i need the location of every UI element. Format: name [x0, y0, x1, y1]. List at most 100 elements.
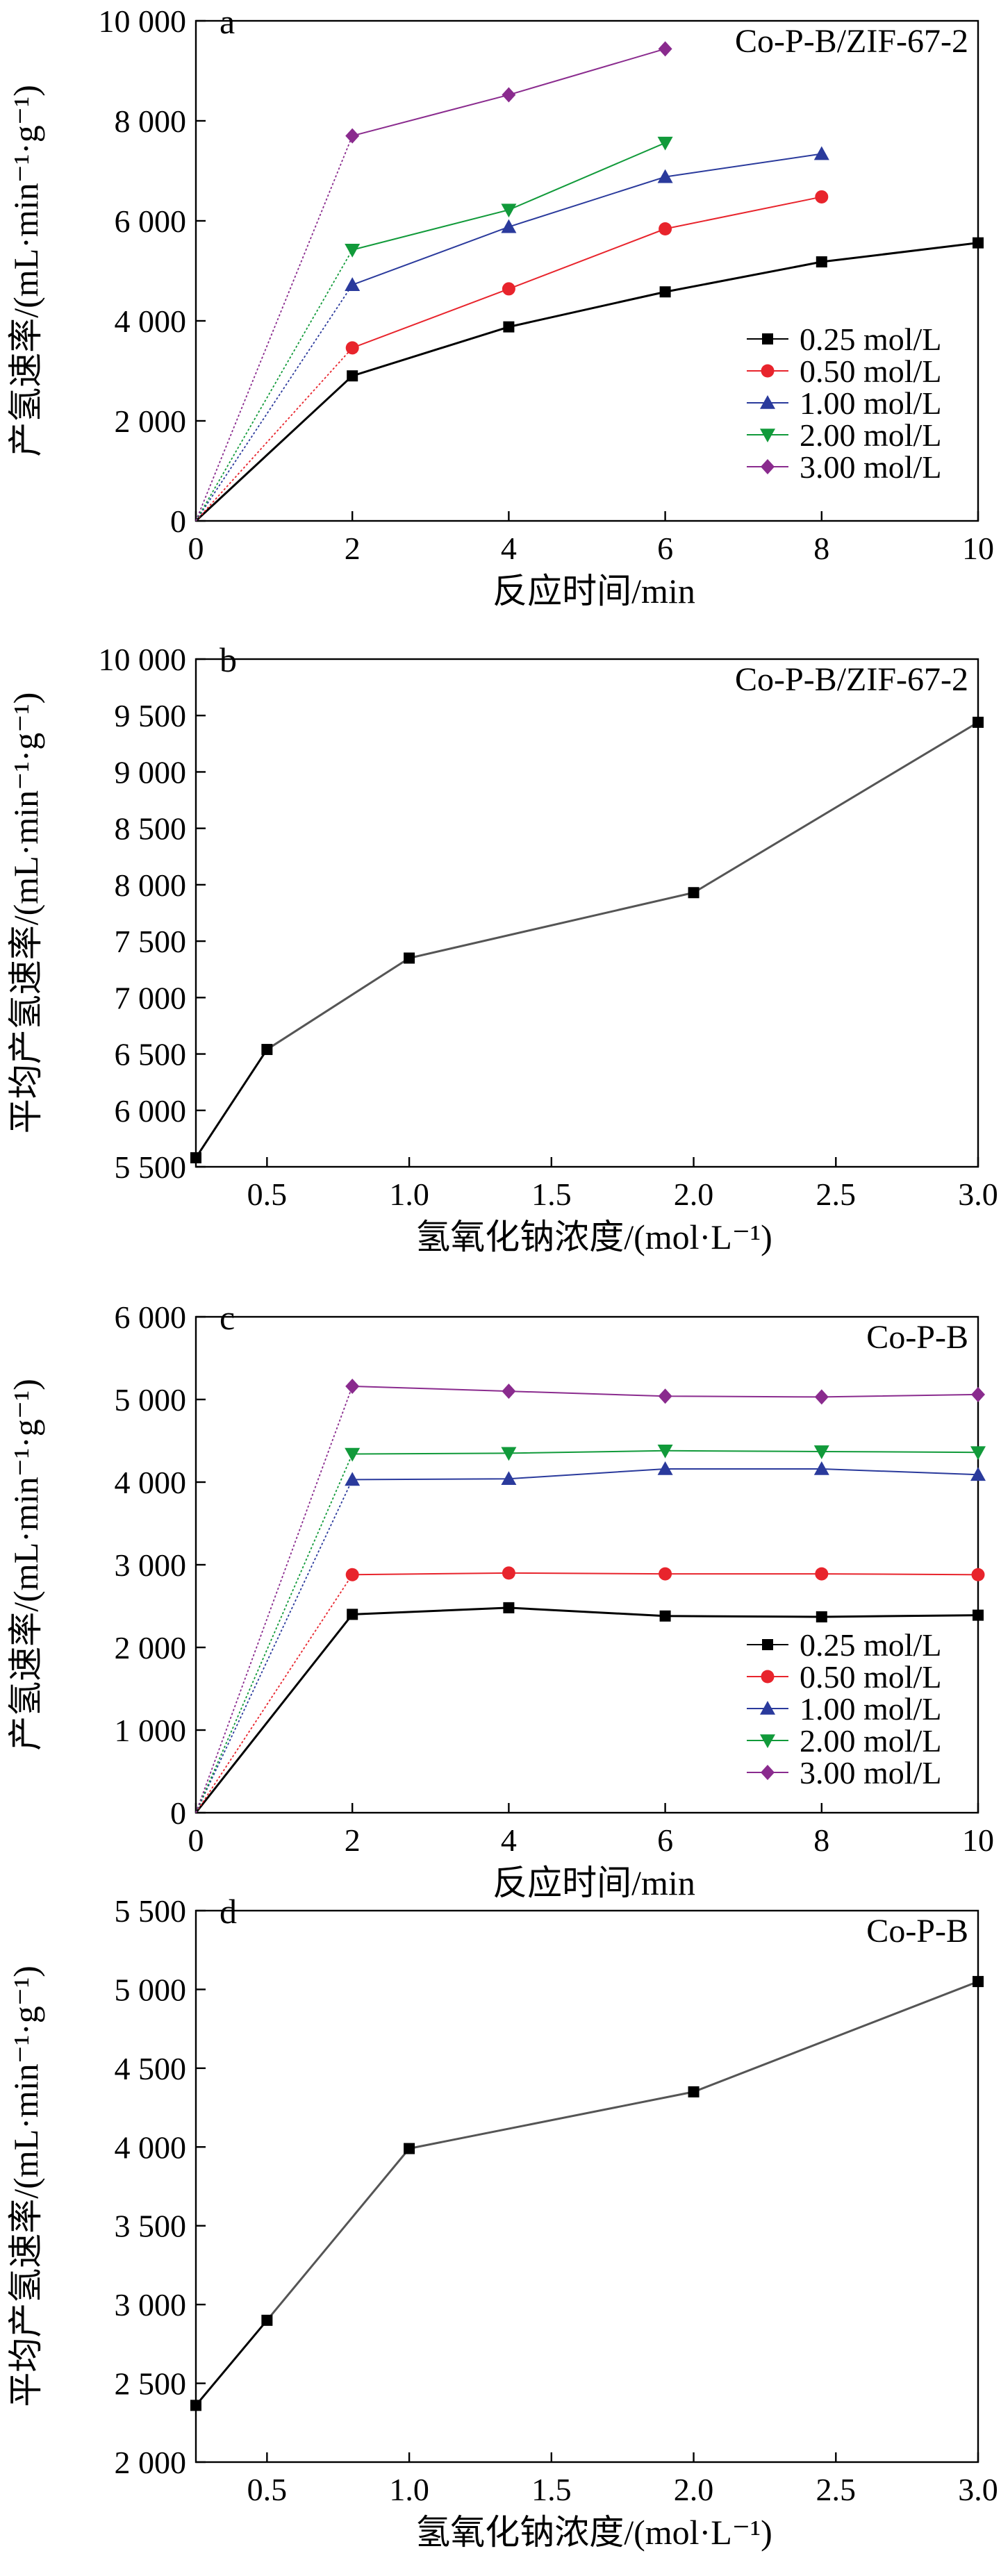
panel-d: 0.5 1.0 1.5 2.0 2.5 3.0 2 000 2 500 3 000 3 500 4 …	[6, 1892, 998, 2552]
y-tick-label: 3 500	[115, 2209, 187, 2244]
data-point	[657, 1461, 673, 1475]
y-tick-label: 6 000	[115, 1093, 187, 1129]
x-tick-label: 1.5	[531, 2472, 572, 2507]
data-point	[816, 256, 827, 268]
data-point	[970, 1446, 986, 1461]
series-line	[351, 196, 822, 349]
data-point	[658, 41, 672, 57]
legend-label: 0.25 mol/L	[800, 322, 941, 357]
panel-a: 0 2 4 6 8 10 0 2 000 4 000 6 000 8 000 10 000 反应时间/m…	[6, 2, 994, 610]
series-line-segment	[195, 1049, 268, 1158]
data-point	[502, 282, 515, 296]
x-tick-label: 0.5	[247, 1177, 288, 1212]
legend-marker	[760, 1701, 775, 1715]
panel-label: c	[220, 1298, 235, 1337]
series-0	[195, 237, 984, 522]
panel-label: d	[220, 1892, 237, 1931]
data-point	[261, 1044, 273, 1056]
data-point	[190, 1152, 201, 1164]
data-point	[404, 2143, 415, 2154]
series-line-segment	[195, 249, 353, 522]
y-tick-label: 4 000	[115, 2129, 187, 2165]
series-0	[190, 1976, 984, 2411]
series-line-segment	[195, 1386, 354, 1813]
data-point	[345, 277, 361, 291]
data-point	[815, 1567, 829, 1581]
x-tick-label: 0	[188, 531, 204, 566]
x-tick-label: 1.0	[389, 2472, 429, 2507]
x-tick-label: 3.0	[958, 1177, 998, 1212]
y-tick-label: 5 500	[115, 1149, 187, 1185]
x-axis-title: 反应时间/min	[493, 572, 695, 610]
legend-label: 1.00 mol/L	[800, 1691, 941, 1727]
x-tick-label: 8	[813, 1822, 829, 1858]
y-tick-label: 3 000	[115, 1547, 187, 1583]
y-tick-label: 5 000	[115, 1382, 187, 1418]
legend-marker	[761, 1670, 775, 1684]
data-point	[345, 1447, 361, 1462]
y-tick-label: 4 000	[115, 304, 187, 339]
y-tick-label: 8 000	[115, 103, 187, 139]
data-point	[658, 1388, 672, 1404]
x-tick-label: 2	[345, 531, 361, 566]
data-point	[816, 1611, 827, 1622]
data-point	[973, 716, 984, 728]
series-line	[351, 142, 665, 251]
data-point	[657, 136, 673, 151]
legend-marker	[760, 429, 775, 442]
y-tick-label: 6 000	[115, 1299, 187, 1335]
y-tick-label: 5 500	[115, 1893, 187, 1929]
data-point	[347, 370, 358, 382]
data-point	[345, 1378, 360, 1394]
legend-marker	[761, 364, 775, 378]
sample-annotation: Co-P-B/ZIF-67-2	[735, 23, 968, 60]
x-tick-label: 2.0	[674, 2472, 714, 2507]
data-point	[973, 1609, 984, 1621]
x-tick-label: 6	[657, 1822, 673, 1858]
legend-marker	[761, 1765, 775, 1780]
y-tick-label: 4 000	[115, 1465, 187, 1500]
y-axis-title: 产氢速率/(mL·min⁻¹·g⁻¹)	[6, 1379, 45, 1750]
series-line	[266, 721, 979, 1051]
x-tick-label: 4	[501, 531, 517, 566]
data-point	[659, 222, 672, 236]
data-point	[813, 146, 829, 160]
legend-marker	[761, 459, 775, 474]
panel-c: 0 2 4 6 8 10 0 1 000 2 000 3 000 4 000 5 000 6 000 反应…	[6, 1298, 994, 1902]
series-line-segment	[195, 347, 353, 522]
data-point	[971, 1568, 985, 1581]
x-tick-label: 3.0	[958, 2472, 998, 2507]
x-tick-label: 0.5	[247, 2472, 288, 2507]
sample-annotation: Co-P-B	[866, 1319, 968, 1356]
x-tick-label: 2.0	[674, 1177, 714, 1212]
plot-frame	[195, 658, 979, 1168]
legend-label: 2.00 mol/L	[800, 1723, 941, 1759]
data-point	[345, 1472, 361, 1486]
series-line-segment	[195, 1574, 353, 1813]
data-point	[657, 169, 673, 183]
data-point	[345, 128, 360, 144]
data-point	[659, 286, 671, 298]
x-tick-label: 1.5	[531, 1177, 572, 1212]
legend-marker	[762, 1639, 773, 1650]
y-tick-label: 2 000	[115, 404, 187, 439]
series-0	[190, 716, 984, 1164]
series-4	[195, 1378, 985, 1813]
y-axis-title: 平均产氢速率/(mL·min⁻¹·g⁻¹)	[6, 692, 45, 1133]
y-tick-label: 2 500	[115, 2366, 187, 2402]
series-line-segment	[195, 1613, 354, 1813]
y-tick-label: 5 000	[115, 1972, 187, 2007]
series-line	[266, 1980, 979, 2321]
sample-annotation: Co-P-B/ZIF-67-2	[735, 661, 968, 698]
x-tick-label: 10	[962, 531, 994, 566]
y-tick-label: 3 000	[115, 2287, 187, 2322]
data-point	[813, 1445, 829, 1459]
data-point	[501, 1447, 517, 1461]
data-point	[404, 952, 415, 964]
series-3	[195, 1444, 986, 1813]
x-tick-label: 10	[962, 1822, 994, 1858]
series-4	[195, 41, 672, 522]
y-tick-label: 9 500	[115, 698, 187, 733]
data-point	[659, 1567, 672, 1581]
